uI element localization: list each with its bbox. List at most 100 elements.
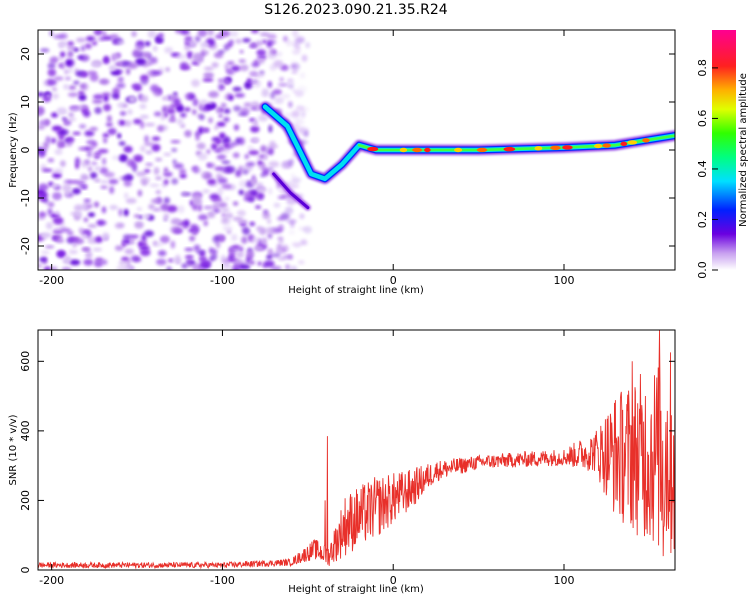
spectrogram-noise-field xyxy=(38,30,313,270)
noise-speckle xyxy=(233,124,240,131)
noise-speckle xyxy=(301,54,308,62)
noise-speckle xyxy=(54,210,60,216)
spectrogram-y-axis-label: Frequency (Hz) xyxy=(8,112,19,188)
noise-speckle xyxy=(172,228,182,234)
noise-speckle xyxy=(90,61,101,68)
noise-speckle xyxy=(57,250,66,257)
noise-speckle xyxy=(109,204,118,211)
noise-speckle xyxy=(287,254,294,260)
y-tick-label: 600 xyxy=(19,351,32,372)
y-tick-label: 0 xyxy=(19,147,32,154)
y-tick-label: -10 xyxy=(19,189,32,207)
noise-speckle xyxy=(84,43,92,50)
noise-speckle xyxy=(179,168,187,175)
noise-speckle xyxy=(266,218,272,225)
noise-speckle xyxy=(184,40,189,46)
noise-speckle xyxy=(297,260,305,265)
x-tick-label: 100 xyxy=(553,274,574,287)
noise-speckle xyxy=(239,264,251,270)
noise-speckle xyxy=(107,127,117,136)
noise-speckle xyxy=(221,183,232,190)
noise-speckle xyxy=(119,119,126,126)
noise-speckle xyxy=(284,206,294,215)
noise-speckle xyxy=(52,191,62,201)
noise-speckle xyxy=(196,142,206,150)
noise-speckle xyxy=(79,83,87,90)
noise-speckle xyxy=(200,259,212,267)
noise-speckle xyxy=(200,41,210,48)
trace-hot-spot xyxy=(412,147,423,153)
noise-speckle xyxy=(47,79,57,86)
noise-speckle xyxy=(163,197,171,204)
noise-speckle xyxy=(246,250,255,258)
noise-speckle xyxy=(157,125,164,132)
snr-series-line xyxy=(38,330,675,570)
noise-speckle xyxy=(299,72,306,79)
noise-speckle xyxy=(72,131,81,136)
noise-speckle xyxy=(87,212,96,218)
noise-speckle xyxy=(195,133,200,141)
noise-speckle xyxy=(157,250,167,257)
noise-speckle xyxy=(214,125,219,131)
noise-speckle xyxy=(220,102,227,109)
x-tick-label: -100 xyxy=(210,274,235,287)
noise-speckle xyxy=(81,71,89,78)
noise-speckle xyxy=(211,197,223,203)
noise-speckle xyxy=(45,221,54,230)
noise-speckle xyxy=(80,45,86,52)
noise-speckle xyxy=(228,94,234,101)
noise-speckle xyxy=(73,80,80,85)
noise-speckle xyxy=(58,41,68,47)
noise-speckle xyxy=(59,160,66,168)
noise-speckle xyxy=(147,30,157,39)
x-tick-label: 0 xyxy=(390,274,397,287)
noise-speckle xyxy=(67,92,79,98)
noise-speckle xyxy=(197,152,208,161)
noise-speckle xyxy=(231,244,241,250)
noise-speckle xyxy=(117,102,124,108)
noise-speckle xyxy=(207,162,216,169)
noise-speckle xyxy=(114,62,123,67)
noise-speckle xyxy=(228,251,236,259)
noise-speckle xyxy=(102,57,110,64)
trace-hot-spot xyxy=(627,140,638,145)
noise-speckle xyxy=(44,118,51,126)
noise-speckle xyxy=(89,126,98,132)
noise-speckle xyxy=(101,35,113,41)
noise-speckle xyxy=(77,104,88,111)
noise-speckle xyxy=(277,236,284,241)
noise-speckle xyxy=(268,161,280,168)
noise-speckle xyxy=(39,256,48,263)
noise-speckle xyxy=(203,72,215,79)
noise-speckle xyxy=(156,258,167,266)
noise-speckle xyxy=(232,86,242,92)
noise-speckle xyxy=(206,149,211,155)
noise-speckle xyxy=(224,212,234,219)
noise-speckle xyxy=(38,107,45,116)
noise-speckle xyxy=(263,153,268,162)
noise-speckle xyxy=(192,197,203,206)
noise-speckle xyxy=(262,39,267,44)
noise-speckle xyxy=(94,166,101,171)
noise-speckle xyxy=(205,104,216,109)
noise-speckle xyxy=(184,93,193,100)
noise-speckle xyxy=(68,236,80,242)
noise-speckle xyxy=(42,168,53,172)
noise-speckle xyxy=(250,179,256,185)
noise-speckle xyxy=(51,125,63,132)
snr-panel: -200 -100 0 100 0 200 400 600 Height of straig… xyxy=(8,329,676,595)
trace-faint-branch-core xyxy=(272,172,310,210)
noise-speckle xyxy=(80,175,90,180)
noise-speckle xyxy=(118,260,128,267)
noise-speckle xyxy=(266,40,273,48)
spectrogram-signal-trace xyxy=(260,101,675,211)
noise-speckle xyxy=(291,242,302,247)
noise-speckle xyxy=(111,92,119,99)
noise-speckle xyxy=(297,37,304,44)
noise-speckle xyxy=(198,126,204,135)
noise-speckle xyxy=(290,265,298,270)
noise-speckle xyxy=(203,205,214,210)
figure-title: S126.2023.090.21.35.R24 xyxy=(264,2,447,18)
noise-speckle xyxy=(277,195,286,200)
